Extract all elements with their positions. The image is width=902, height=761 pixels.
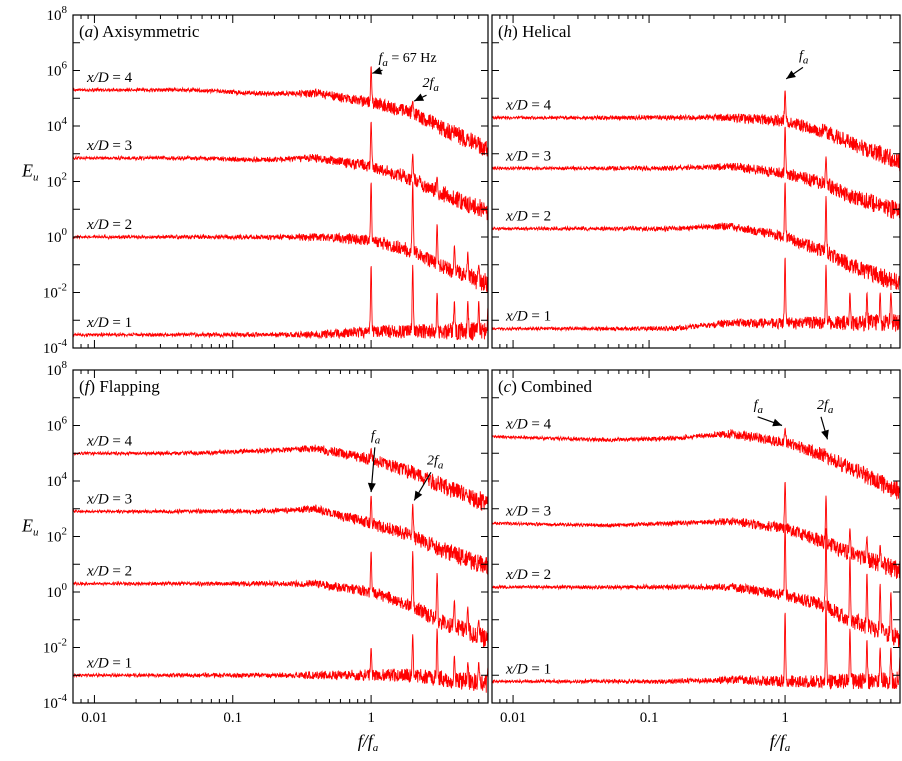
series-label: x/D = 3 <box>86 138 132 154</box>
y-tick-label: 10-4 <box>43 337 68 357</box>
series-line-xd1 <box>72 628 489 693</box>
y-tick-label: 106 <box>47 60 68 80</box>
arrow-head <box>414 490 423 501</box>
plot-frame <box>72 369 489 704</box>
series-label: x/D = 3 <box>505 503 551 519</box>
x-tick-label: 1 <box>367 710 375 726</box>
series-label: x/D = 1 <box>86 655 132 671</box>
y-tick-label: 104 <box>47 115 68 135</box>
series-line-xd3 <box>72 495 489 576</box>
series-line-xd4 <box>491 90 901 172</box>
series-line-xd2 <box>491 182 901 291</box>
x-axis-label: f/fa <box>770 731 791 754</box>
plot-frame <box>491 369 901 704</box>
y-tick-label: 106 <box>47 415 68 435</box>
series-line-xd2 <box>72 551 489 648</box>
series-line-xd1 <box>491 600 901 690</box>
arrow-head <box>372 66 383 75</box>
y-tick-label: 108 <box>47 359 68 379</box>
arrow-head <box>772 418 783 427</box>
series-label: x/D = 4 <box>505 98 552 114</box>
panel-title: (c) Combined <box>498 377 592 396</box>
y-tick-label: 102 <box>47 171 68 191</box>
series-line-xd2 <box>491 524 901 649</box>
y-tick-label: 10-2 <box>43 637 67 657</box>
series-label: x/D = 1 <box>505 309 551 325</box>
annotation-label: fa <box>799 48 809 66</box>
x-tick-label: 1 <box>781 710 789 726</box>
annotation-label: fa = 67 Hz <box>379 51 437 69</box>
y-tick-label: 100 <box>47 581 68 601</box>
y-tick-label: 10-4 <box>43 692 68 712</box>
arrow-head <box>786 70 796 79</box>
series-line-xd2 <box>72 181 489 293</box>
annotation-label: 2fa <box>817 398 834 416</box>
annotation-label: 2fa <box>422 76 439 94</box>
y-tick-label: 10-2 <box>43 282 67 302</box>
y-tick-label: 102 <box>47 526 68 546</box>
series-label: x/D = 2 <box>86 217 132 233</box>
plot-frame <box>491 14 901 349</box>
x-tick-label: 0.1 <box>223 710 242 726</box>
series-label: x/D = 4 <box>505 417 552 433</box>
series-label: x/D = 1 <box>86 315 132 331</box>
series-label: x/D = 2 <box>86 564 132 580</box>
series-label: x/D = 2 <box>505 209 551 225</box>
series-line-xd3 <box>72 121 489 221</box>
y-axis-label: Eu <box>21 516 39 539</box>
annotation-label: fa <box>754 398 764 416</box>
arrow-head <box>414 93 425 102</box>
arrow-head <box>821 429 829 440</box>
series-line-xd3 <box>491 481 901 579</box>
series-line-xd1 <box>491 257 901 332</box>
y-tick-label: 104 <box>47 470 68 490</box>
annotation-label: 2fa <box>427 453 444 471</box>
series-line-xd4 <box>72 66 489 157</box>
x-tick-label: 0.01 <box>500 710 526 726</box>
x-tick-label: 0.1 <box>640 710 659 726</box>
panel-title: (a) Axisymmetric <box>79 22 200 41</box>
arrow-head <box>367 482 376 493</box>
series-line-xd4 <box>72 444 489 511</box>
series-label: x/D = 1 <box>505 661 551 677</box>
panel-title: (h) Helical <box>498 22 571 41</box>
panel-title: (f) Flapping <box>79 377 160 396</box>
panel-1: x/D = 4 x/D = 3 x/D = 2 x/D = 1 10-4 10-2 100 1… <box>21 4 489 357</box>
series-line-xd4 <box>491 427 901 500</box>
series-label: x/D = 3 <box>505 148 551 164</box>
series-label: x/D = 3 <box>86 491 132 507</box>
series-label: x/D = 4 <box>86 70 133 86</box>
annotation-label: fa <box>371 428 381 446</box>
y-tick-label: 100 <box>47 226 68 246</box>
x-axis-label: f/fa <box>358 731 379 754</box>
series-line-xd1 <box>72 264 489 341</box>
series-label: x/D = 4 <box>86 433 133 449</box>
panel-2: x/D = 4 x/D = 3 x/D = 2 x/D = 1 (h) Helical f… <box>491 14 901 349</box>
x-tick-label: 0.01 <box>81 710 107 726</box>
series-line-xd3 <box>491 126 901 219</box>
y-axis-label: Eu <box>21 161 39 184</box>
panel-3: x/D = 4 x/D = 3 x/D = 2 x/D = 1 10-4 10-2 100 1… <box>21 359 489 754</box>
y-tick-label: 108 <box>47 4 68 24</box>
series-label: x/D = 2 <box>505 567 551 583</box>
panel-4: x/D = 4 x/D = 3 x/D = 2 x/D = 1 0.01 0.1 1 (c) … <box>491 369 901 754</box>
